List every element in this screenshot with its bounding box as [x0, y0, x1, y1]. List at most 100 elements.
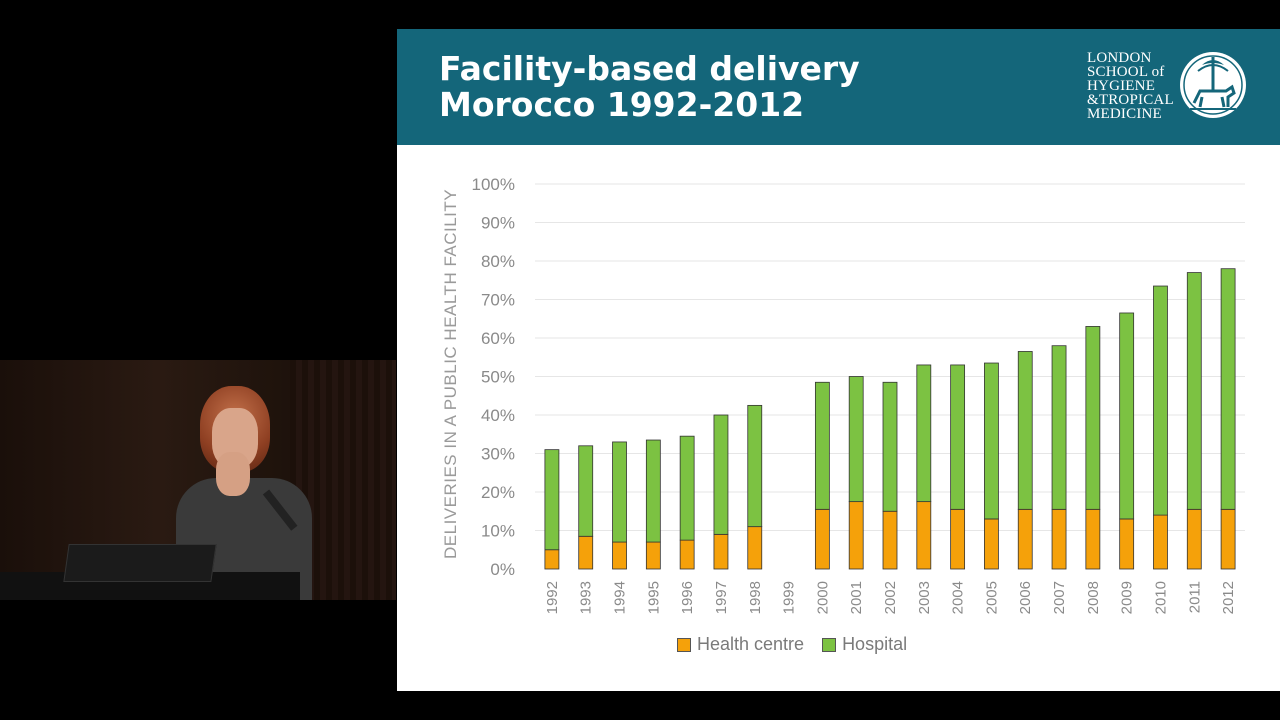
bar-health-centre-2005: [984, 518, 999, 570]
x-tick-label: 1993: [578, 581, 595, 614]
bar-hospital-2001: [848, 376, 864, 503]
x-tick-label: 2001: [848, 581, 865, 614]
bar-health-centre-2004: [950, 508, 966, 570]
legend-swatch-hospital: [822, 637, 837, 652]
bar-hospital-2009: [1119, 312, 1135, 520]
x-tick-label: 2011: [1186, 581, 1203, 613]
logo-line: SCHOOL of: [1087, 64, 1165, 80]
bar-hospital-1998: [747, 404, 763, 528]
x-tick-label: 2009: [1119, 581, 1136, 614]
y-axis-ticks: 0% 10% 20% 30% 40% 50% 60% 70% 80% 90% 100%: [472, 175, 515, 579]
slide-header: Facility-based delivery Morocco 1992-201…: [397, 29, 1280, 145]
bar-health-centre-1997: [713, 533, 729, 570]
bar-hospital-2007: [1051, 345, 1067, 510]
slide-title-line-1: Facility-based delivery: [439, 49, 860, 88]
y-tick-label: 100%: [472, 175, 515, 194]
bar-hospital-1994: [612, 441, 627, 543]
bar-health-centre-2010: [1153, 514, 1168, 570]
bar-hospital-1995: [645, 439, 661, 543]
x-tick-label: 1995: [645, 581, 662, 614]
bar-hospital-2003: [916, 364, 932, 503]
speaker-hand: [216, 452, 250, 496]
logo-text: LONDON SCHOOL of HYGIENE &TROPICAL MEDIC…: [1087, 50, 1174, 122]
y-tick-label: 90%: [481, 214, 515, 233]
bar-health-centre-2003: [916, 501, 932, 570]
laptop: [63, 544, 217, 582]
x-tick-label: 2003: [916, 581, 933, 614]
bar-health-centre-2011: [1186, 508, 1202, 570]
legend-item-health-centre: Health centre: [677, 634, 804, 655]
bar-hospital-1996: [679, 435, 695, 541]
bar-hospital-2008: [1085, 326, 1101, 510]
bar-health-centre-2001: [848, 501, 864, 570]
bar-health-centre-2002: [882, 510, 898, 570]
bar-hospital-1992: [544, 449, 560, 551]
lshtm-logo: LONDON SCHOOL of HYGIENE &TROPICAL MEDIC…: [1087, 47, 1257, 127]
legend-swatch-health-centre: [677, 637, 691, 652]
bar-health-centre-1996: [679, 539, 695, 570]
stacked-bar-chart: 0% 10% 20% 30% 40% 50% 60% 70% 80% 90% 100% 1992 19…: [397, 145, 1280, 691]
bar-health-centre-2007: [1051, 508, 1067, 570]
x-tick-label: 2008: [1085, 581, 1102, 614]
legend-label: Hospital: [842, 634, 908, 654]
slide-title: Facility-based delivery Morocco 1992-201…: [439, 51, 860, 123]
bar-hospital-2005: [984, 362, 999, 520]
y-tick-label: 10%: [481, 522, 515, 541]
crest-icon: [1180, 52, 1246, 118]
x-tick-label: 2002: [882, 581, 899, 614]
bar-hospital-1993: [578, 445, 594, 537]
chart-legend: Health centre Hospital: [677, 634, 925, 655]
bar-hospital-2006: [1017, 351, 1033, 510]
x-tick-label: 2004: [950, 581, 967, 614]
bar-health-centre-2006: [1017, 508, 1033, 570]
logo-line: MEDICINE: [1087, 106, 1162, 122]
bar-hospital-1997: [713, 414, 729, 535]
y-tick-label: 70%: [481, 291, 515, 310]
bar-health-centre-2012: [1220, 508, 1236, 570]
bar-hospital-2011: [1186, 272, 1202, 510]
x-tick-label: 2007: [1051, 581, 1068, 614]
bar-health-centre-2009: [1119, 518, 1135, 570]
y-tick-label: 50%: [481, 368, 515, 387]
bar-hospital-2012: [1220, 268, 1236, 510]
bar-health-centre-1998: [747, 526, 763, 570]
y-axis-label: DELIVERIES IN A PUBLIC HEALTH FACILITY: [441, 189, 460, 559]
x-tick-label: 2005: [983, 581, 1000, 614]
speaker-video: [0, 360, 396, 600]
x-tick-label: 2006: [1017, 581, 1034, 614]
x-tick-label: 1992: [544, 581, 561, 614]
bar-health-centre-2000: [814, 508, 830, 570]
x-tick-label: 1998: [747, 581, 764, 614]
y-tick-label: 60%: [481, 329, 515, 348]
bar-health-centre-1994: [612, 541, 627, 570]
x-tick-label: 1997: [713, 581, 730, 614]
bar-health-centre-2008: [1085, 508, 1101, 570]
y-tick-label: 20%: [481, 483, 515, 502]
bar-health-centre-1993: [578, 535, 594, 570]
bar-hospital-2002: [882, 381, 898, 512]
x-tick-label: 2012: [1220, 581, 1237, 614]
legend-item-hospital: Hospital: [822, 634, 907, 655]
x-tick-label: 2010: [1152, 581, 1169, 614]
y-tick-label: 0%: [490, 560, 515, 579]
chart-plot: 0%10%20%30%40%50%60%70%80%90%100% 1992 19…: [441, 175, 1245, 614]
legend-label: Health centre: [697, 634, 805, 654]
bar-hospital-2000: [814, 381, 830, 510]
bar-health-centre-1992: [544, 549, 560, 570]
bar-hospital-2004: [950, 364, 966, 510]
logo-line: &TROPICAL: [1087, 92, 1174, 108]
slide-title-line-2: Morocco 1992-2012: [439, 85, 805, 124]
x-tick-label: 1999: [781, 581, 798, 614]
logo-line: LONDON: [1087, 50, 1152, 66]
chart-bars: [544, 268, 1236, 570]
bar-health-centre-1995: [645, 541, 661, 570]
y-tick-label: 80%: [481, 252, 515, 271]
bar-hospital-2010: [1153, 285, 1168, 516]
x-tick-label: 1996: [679, 581, 696, 614]
x-axis-ticks: 1992 1993 1994 1995 1996 1997 1998 1999 2000 2001…: [544, 581, 1237, 614]
y-tick-label: 40%: [481, 406, 515, 425]
logo-line: HYGIENE: [1087, 78, 1156, 94]
x-tick-label: 1994: [612, 581, 629, 614]
y-tick-label: 30%: [481, 445, 515, 464]
x-tick-label: 2000: [814, 581, 831, 614]
